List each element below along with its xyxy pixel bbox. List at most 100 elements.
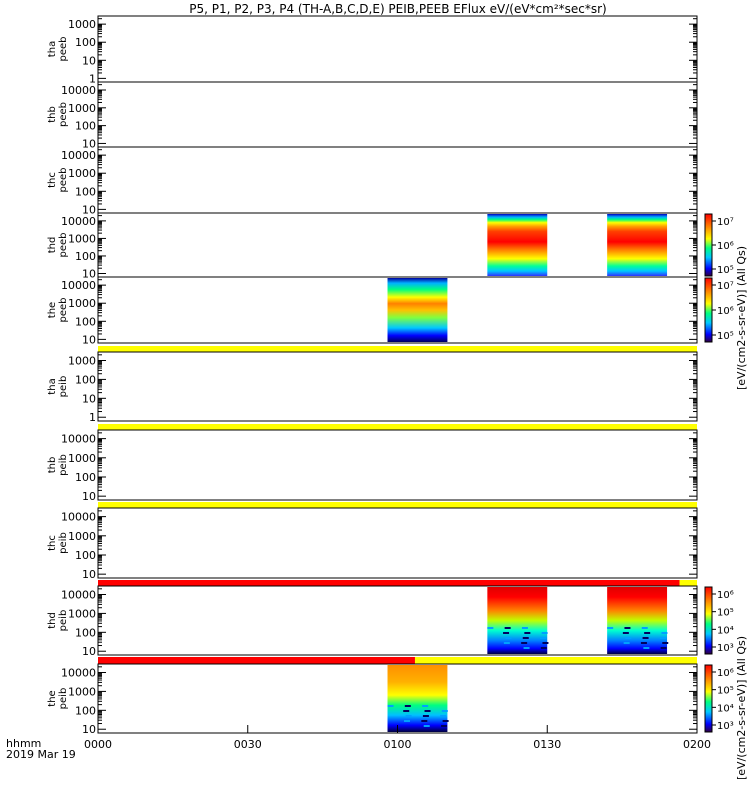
ytick-label: 1000: [68, 297, 96, 310]
panel-label-probe: thd: [47, 237, 58, 254]
ytick-label: 1000: [68, 355, 96, 368]
flag-bar: [98, 657, 415, 664]
ytick-label: 10: [82, 490, 96, 503]
colorbar: [704, 277, 713, 343]
spectrogram-noise-1-1: [424, 710, 431, 712]
panel-frame: [97, 507, 698, 579]
ytick-label: 10000: [61, 511, 96, 524]
spectrogram-noise-1-9: [540, 647, 547, 649]
panel-label-product: peeb: [58, 168, 69, 193]
spectrogram-noise-1-0: [487, 627, 494, 629]
colorbar-tick-label: 10⁴: [717, 625, 734, 636]
ytick-label: 1000: [68, 452, 96, 465]
panel-label-product: peeb: [58, 102, 69, 127]
panel-label-probe: tha: [47, 378, 58, 394]
colorbar-tick-label: 10⁴: [717, 703, 734, 714]
spectrogram-noise-1-10: [422, 705, 429, 707]
spectrogram-noise-2-5: [624, 627, 631, 629]
ytick-label: 100: [75, 471, 96, 484]
colorbar-tick-label: 10⁵: [717, 686, 734, 697]
spectrogram-noise-1-9: [441, 725, 448, 727]
spectrogram-noise-1-11: [403, 710, 410, 712]
ytick-label: 10000: [61, 279, 96, 292]
flag-bar: [98, 580, 680, 586]
colorbar-tick-label: 10⁵: [717, 265, 734, 276]
colorbar: [704, 586, 713, 655]
panel-label-product: peib: [58, 532, 69, 554]
panel-label-probe: thd: [47, 612, 58, 629]
spectrogram-noise-1-1: [524, 632, 531, 634]
time-tick-label: 0030: [234, 738, 262, 751]
spectrogram-noise-2-6: [661, 632, 668, 634]
ytick-label: 10000: [61, 433, 96, 446]
spectrogram-noise-2-13: [640, 642, 647, 644]
spectrogram-block-2: [607, 214, 668, 276]
ytick-label: 1000: [68, 607, 96, 620]
ytick-label: 10: [82, 203, 96, 216]
ytick-label: 100: [75, 549, 96, 562]
spectrogram-noise-1-7: [522, 637, 529, 639]
panel-label-product: peib: [58, 454, 69, 476]
ytick-label: 1000: [68, 530, 96, 543]
ytick-label: 1000: [68, 18, 96, 31]
time-tick-label: 0200: [683, 738, 711, 751]
flag-bar-remainder: [414, 657, 697, 664]
ytick-label: 10000: [61, 667, 96, 680]
panel-frame: [97, 351, 698, 422]
spectrogram-block-1: [487, 214, 548, 276]
spectrogram-noise-1-3: [542, 642, 549, 644]
ytick-label: 10: [82, 54, 96, 67]
panel-label-probe: thb: [47, 457, 58, 474]
colorbar-tick-label: 10³: [717, 643, 734, 654]
ytick-label: 10000: [61, 215, 96, 228]
panel-label-product: peib: [58, 688, 69, 710]
panel-label-product: peib: [58, 376, 69, 398]
colorbar-tick-label: 10⁶: [717, 668, 734, 679]
spectrogram-block-2: [607, 587, 668, 654]
spectrogram-noise-1-6: [541, 632, 548, 634]
ytick-label: 100: [75, 704, 96, 717]
ytick-label: 100: [75, 315, 96, 328]
spectrogram-noise-2-10: [641, 627, 648, 629]
spectrogram-noise-2-4: [643, 647, 650, 649]
spectrogram-noise-2-3: [662, 642, 669, 644]
spectrogram-noise-1-2: [505, 637, 512, 639]
colorbar-tick-label: 10³: [717, 721, 734, 732]
colorbar-tick-label: 10⁶: [717, 306, 734, 317]
spectrogram-noise-1-12: [540, 637, 547, 639]
spectrogram-noise-1-4: [523, 647, 530, 649]
ytick-label: 1: [89, 411, 96, 424]
colorbar: [704, 664, 713, 733]
panel-frame: [97, 15, 698, 83]
spectrogram-noise-1-13: [521, 642, 528, 644]
panel-label-probe: thc: [47, 535, 58, 551]
flag-bar: [98, 346, 697, 352]
spectrogram-noise-1-8: [404, 720, 411, 722]
spectrogram-noise-1-13: [421, 720, 428, 722]
panel-label-probe: thc: [47, 172, 58, 188]
ytick-label: 1000: [68, 232, 96, 245]
ytick-label: 1000: [68, 167, 96, 180]
panel-label-product: peeb: [58, 37, 69, 62]
time-axis-label: hhmm: [6, 737, 41, 750]
ytick-label: 10: [82, 333, 96, 346]
spectrogram-noise-2-1: [644, 632, 651, 634]
panel-label-product: peib: [58, 610, 69, 632]
colorbar-tick-label: 10⁵: [717, 331, 734, 342]
ytick-label: 10000: [61, 84, 96, 97]
colorbar-tick-label: 10⁶: [717, 241, 734, 252]
spectrogram-block-1: [487, 587, 548, 654]
ytick-label: 100: [75, 185, 96, 198]
colorbar: [704, 213, 713, 277]
panel-label-probe: the: [47, 302, 58, 318]
ytick-label: 1: [89, 72, 96, 85]
spectrogram-noise-1-7: [422, 715, 429, 717]
spectrogram-block-1: [387, 278, 448, 342]
